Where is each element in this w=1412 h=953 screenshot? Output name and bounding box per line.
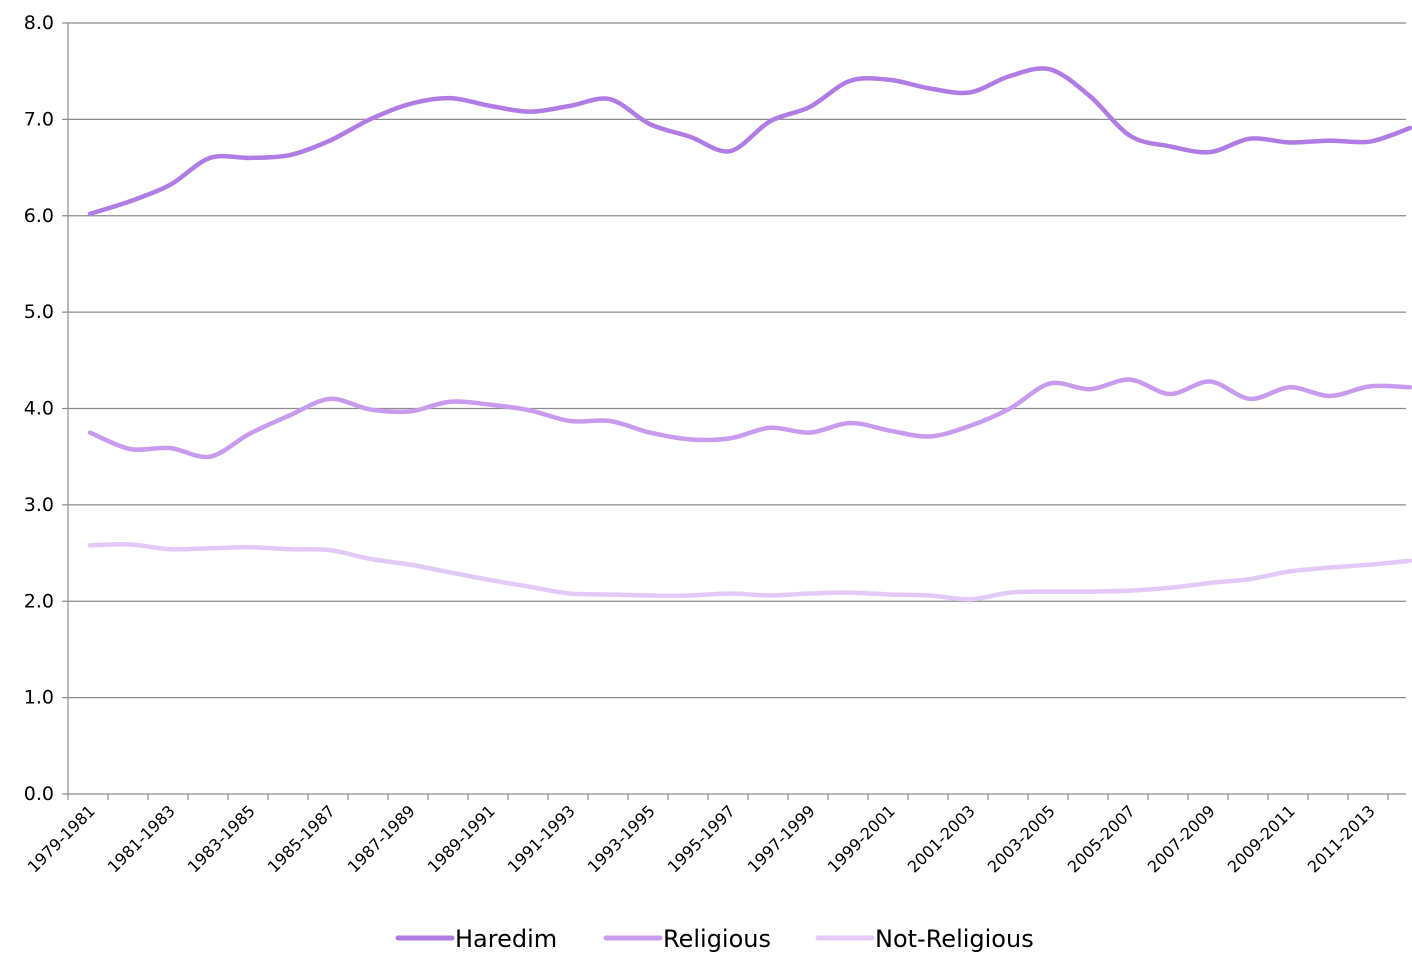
- x-tick-label: 1985-1987: [264, 801, 339, 876]
- x-tick-label: 1991-1993: [504, 801, 579, 876]
- y-tick-label: 6.0: [24, 205, 54, 227]
- x-tick-label: 2009-2011: [1224, 801, 1299, 876]
- x-tick-label: 1979-1981: [24, 801, 99, 876]
- y-tick-labels: 0.0 1.0 2.0 3.0 4.0 5.0 6.0 7.0 8.0: [24, 12, 54, 805]
- series-line-haredim: [87, 66, 1412, 217]
- legend-label: Haredim: [455, 925, 557, 953]
- y-tick-label: 8.0: [24, 12, 54, 34]
- legend-label: Not-Religious: [875, 925, 1034, 953]
- x-tick-label: 2005-2007: [1064, 801, 1139, 876]
- x-tick-label: 1987-1989: [344, 801, 419, 876]
- legend-item-not-religious: Not-Religious: [815, 925, 1034, 953]
- legend: Haredim Religious Not-Religious: [395, 925, 1034, 953]
- x-tick-labels: 1979-1981 1981-1983 1983-1985 1985-1987 1987…: [24, 801, 1379, 876]
- x-tick-label: 1989-1991: [424, 801, 499, 876]
- legend-item-religious: Religious: [603, 925, 771, 953]
- y-tick-label: 1.0: [24, 687, 54, 709]
- x-tick-label: 1995-1997: [664, 801, 739, 876]
- x-tick-label: 2011-2013: [1304, 801, 1379, 876]
- y-tick-label: 5.0: [24, 301, 54, 323]
- x-tick-label: 1997-1999: [744, 801, 819, 876]
- y-tick-label: 0.0: [24, 783, 54, 805]
- x-tick-label: 2001-2003: [904, 801, 979, 876]
- x-tick-label: 2007-2009: [1144, 801, 1219, 876]
- legend-label: Religious: [663, 925, 771, 953]
- y-tick-label: 7.0: [24, 108, 54, 130]
- y-tick-label: 2.0: [24, 590, 54, 612]
- x-tick-label: 1993-1995: [584, 801, 659, 876]
- y-tick-label: 3.0: [24, 494, 54, 516]
- x-tick-label: 2003-2005: [984, 801, 1059, 876]
- series-lines: [87, 66, 1412, 602]
- y-tick-label: 4.0: [24, 398, 54, 420]
- series-line-not-religious: [87, 541, 1412, 602]
- x-tick-label: 1999-2001: [824, 801, 899, 876]
- legend-item-haredim: Haredim: [395, 925, 557, 953]
- x-tick-label: 1983-1985: [184, 801, 259, 876]
- x-tick-label: 1981-1983: [104, 801, 179, 876]
- axes: [62, 22, 1406, 800]
- series-line-religious: [87, 377, 1412, 460]
- gridlines: [68, 22, 1406, 699]
